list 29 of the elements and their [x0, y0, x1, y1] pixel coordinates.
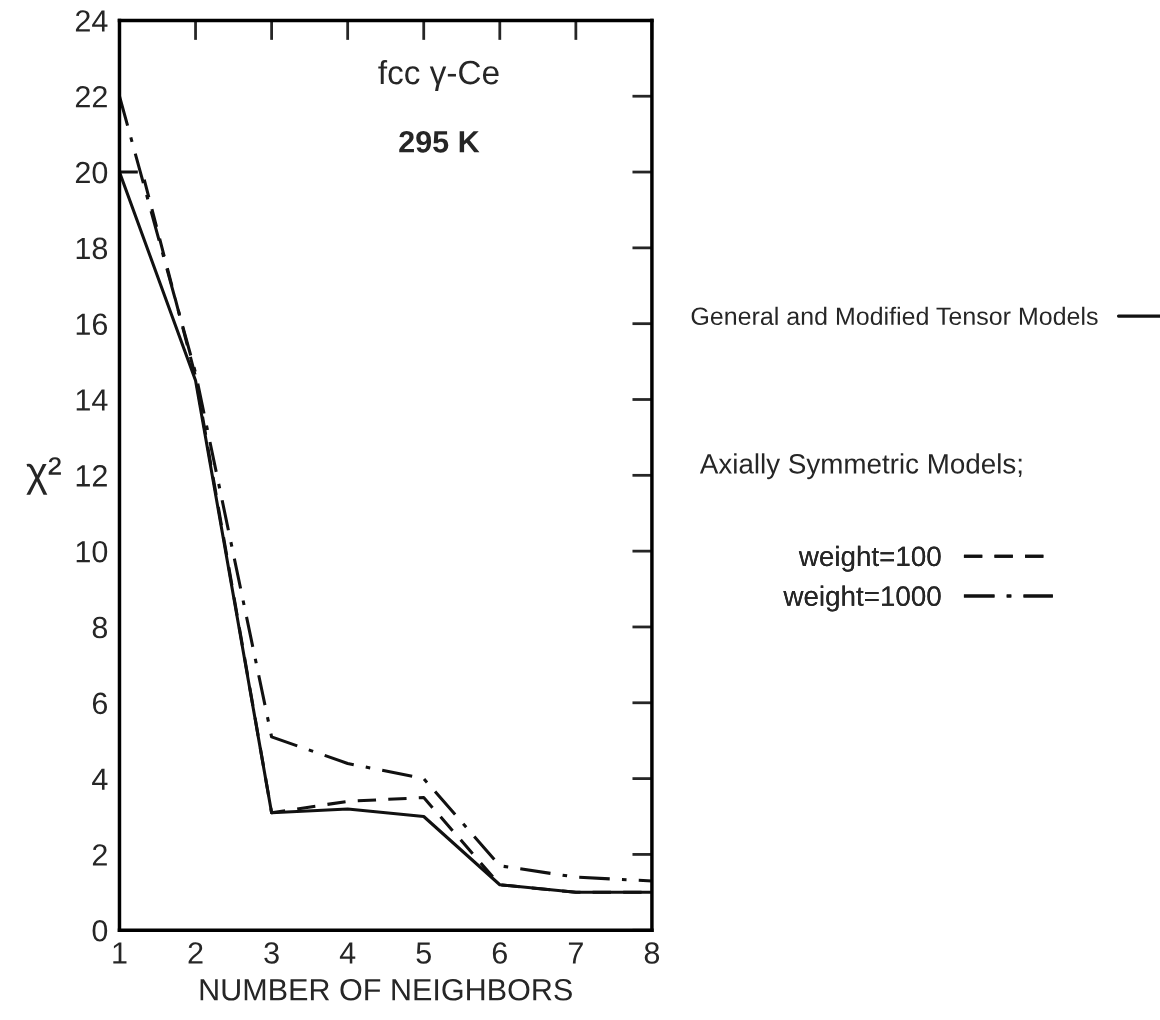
y-tick-label: 12: [76, 465, 107, 487]
x-tick-label: 3: [264, 942, 279, 964]
text: 295 K: [399, 130, 480, 153]
y-tick-label: 20: [75, 161, 108, 184]
y-tick-label: 10: [76, 540, 108, 563]
y-tick-label: 18: [76, 237, 108, 260]
y-tick-label: 2: [92, 844, 107, 866]
x-tick-label: 8: [644, 942, 660, 964]
y-tick-label: 6: [92, 692, 108, 715]
y-tick-label: 22: [75, 85, 107, 108]
x-tick-label: 4: [339, 942, 356, 964]
y-tick-label: 14: [76, 389, 108, 411]
x-tick-label: 6: [492, 942, 507, 964]
y-tick-label: 4: [92, 768, 108, 790]
x-tick-label: 7: [568, 942, 583, 964]
x-tick-label: 2: [188, 942, 203, 964]
y-tick-label: 8: [92, 616, 108, 639]
y-tick-label: 16: [76, 313, 108, 336]
x-axis-title: NUMBER OF NEIGHBORS: [200, 978, 572, 1001]
legend-label: General and Modified Tensor Models: [691, 306, 1098, 326]
text: Axially Symmetric Models;: [699, 453, 1022, 480]
y-tick-label: 0: [92, 919, 108, 942]
text: fcc γ-Ce: [378, 59, 499, 91]
y-tick-label: 24: [75, 10, 108, 32]
x-tick-label: 1: [113, 942, 127, 964]
legend-label: weight=1000: [783, 585, 941, 612]
x-tick-label: 5: [416, 942, 431, 964]
legend-label: weight=100: [798, 545, 941, 572]
y-axis-title: χ²: [26, 457, 61, 495]
